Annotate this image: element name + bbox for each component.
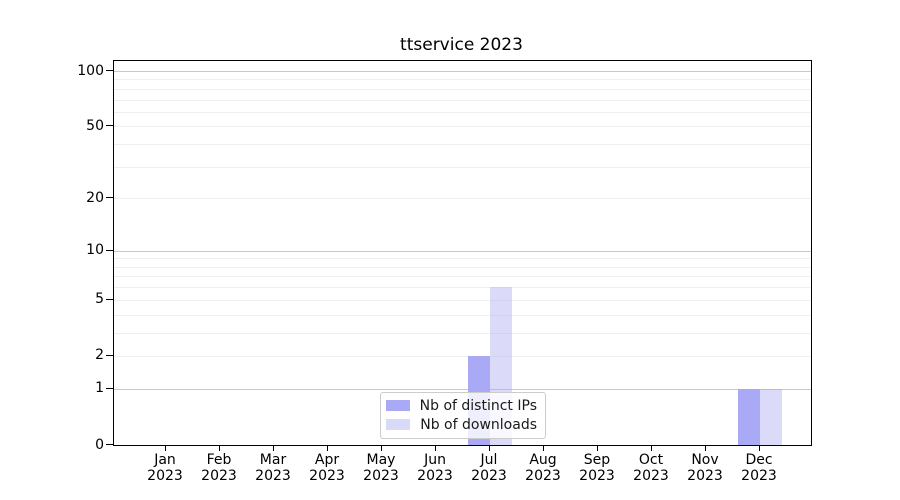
x-tick-label: Oct 2023 — [633, 452, 669, 484]
x-tick-mark — [705, 445, 706, 451]
y-tick-mark — [106, 444, 113, 445]
y-tick-mark — [106, 249, 113, 251]
x-tick-label: Nov 2023 — [687, 452, 723, 484]
minor-gridline — [114, 88, 811, 90]
minor-gridline — [114, 166, 811, 168]
y-tick-label: 1 — [95, 380, 104, 397]
legend-label-downloads: Nb of downloads — [420, 416, 537, 433]
y-tick-label: 5 — [95, 291, 104, 308]
x-tick-label: Aug 2023 — [525, 452, 561, 484]
minor-gridline — [114, 266, 811, 268]
x-tick-label: Apr 2023 — [309, 452, 345, 484]
y-tick-label: 20 — [86, 189, 104, 206]
x-tick-mark — [597, 445, 598, 451]
y-tick-label: 2 — [95, 347, 104, 364]
y-tick-mark — [106, 387, 113, 389]
x-tick-label: Dec 2023 — [741, 452, 777, 484]
x-tick-label: May 2023 — [363, 452, 399, 484]
plot-area: Nb of distinct IPs Nb of downloads — [113, 60, 812, 446]
y-tick-mark — [106, 70, 113, 71]
y-tick-mark — [106, 125, 113, 127]
x-tick-label: Jan 2023 — [147, 452, 183, 484]
y-tick-label: 10 — [86, 242, 104, 259]
y-tick-mark — [106, 298, 113, 300]
minor-gridline — [114, 332, 811, 334]
x-tick-mark — [165, 445, 166, 451]
distinct-ips-swatch-icon — [385, 400, 410, 411]
x-tick-label: Jul 2023 — [471, 452, 507, 484]
y-tick-label: 100 — [77, 62, 104, 79]
x-tick-label: Sep 2023 — [579, 452, 615, 484]
y-tick-mark — [106, 197, 113, 199]
minor-gridline — [114, 314, 811, 316]
y-tick-mark — [106, 354, 113, 356]
legend: Nb of distinct IPs Nb of downloads — [380, 392, 546, 439]
major-gridline — [114, 250, 811, 252]
minor-gridline — [114, 299, 811, 301]
x-tick-label: Jun 2023 — [417, 452, 453, 484]
x-tick-mark — [273, 445, 274, 451]
major-gridline — [114, 388, 811, 390]
minor-gridline — [114, 355, 811, 357]
x-tick-mark — [435, 445, 436, 451]
y-tick-label: 50 — [86, 117, 104, 134]
minor-gridline — [114, 276, 811, 278]
x-tick-label: Mar 2023 — [255, 452, 291, 484]
downloads-swatch-icon — [386, 419, 411, 430]
legend-row-distinct-ips: Nb of distinct IPs — [385, 397, 537, 414]
chart-title: ttservice 2023 — [400, 35, 523, 55]
x-tick-mark — [327, 445, 328, 451]
legend-label-distinct-ips: Nb of distinct IPs — [419, 397, 537, 414]
minor-gridline — [114, 258, 811, 260]
legend-row-downloads: Nb of downloads — [386, 416, 537, 433]
x-tick-mark — [759, 445, 760, 451]
x-tick-mark — [219, 445, 220, 451]
minor-gridline — [114, 111, 811, 113]
bar-downloads — [760, 388, 782, 445]
minor-gridline — [114, 126, 811, 128]
x-tick-mark — [381, 445, 382, 451]
major-gridline — [114, 71, 811, 72]
minor-gridline — [114, 79, 811, 81]
minor-gridline — [114, 144, 811, 146]
y-tick-label: 0 — [95, 436, 104, 453]
x-tick-mark — [543, 445, 544, 451]
minor-gridline — [114, 198, 811, 200]
x-tick-mark — [651, 445, 652, 451]
bar-distinct-ips — [738, 388, 760, 445]
x-tick-label: Feb 2023 — [201, 452, 237, 484]
minor-gridline — [114, 99, 811, 101]
minor-gridline — [114, 287, 811, 289]
x-tick-mark — [489, 445, 490, 451]
